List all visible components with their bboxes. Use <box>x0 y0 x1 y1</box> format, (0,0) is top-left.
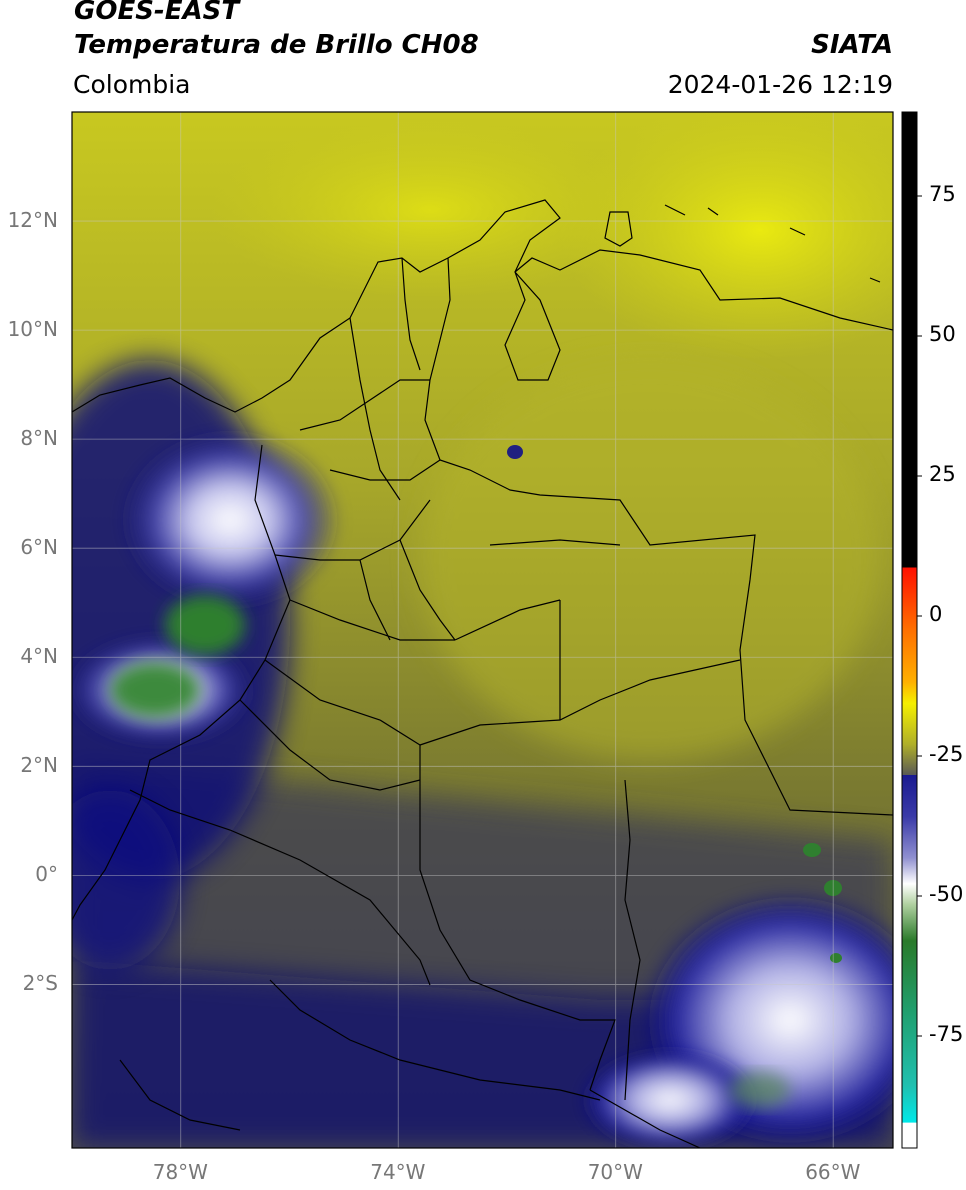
lat-tick-label: 4°N <box>20 644 58 669</box>
brightness-temperature-field <box>72 112 893 1148</box>
lat-tick-label: 2°S <box>22 971 58 996</box>
lon-tick-label: 74°W <box>370 1160 426 1184</box>
coastlines-borders <box>72 199 893 1148</box>
colorbar-tick-label: 0 <box>929 602 943 626</box>
lat-tick-label: 6°N <box>20 535 58 560</box>
brand-label: SIATA <box>811 30 893 60</box>
colorbar-tick-label: -25 <box>929 742 964 766</box>
lon-tick-label: 78°W <box>152 1160 208 1184</box>
lat-tick-label: 2°N <box>20 753 58 778</box>
product-title: Temperatura de Brillo CH08 <box>74 30 479 60</box>
lon-tick-label: 66°W <box>805 1160 861 1184</box>
colorbar-tick-label: -75 <box>929 1022 964 1046</box>
colorbar <box>902 112 917 1148</box>
colorbar-tick-label: -50 <box>929 882 964 906</box>
lat-tick-label: 12°N <box>7 208 58 233</box>
datetime-label: 2024-01-26 12:19 <box>667 70 893 99</box>
lat-tick-label: 8°N <box>20 426 58 451</box>
lon-tick-label: 70°W <box>587 1160 643 1184</box>
colorbar-tick-label: 50 <box>929 322 956 346</box>
colorbar-tick-label: 25 <box>929 462 956 486</box>
lat-tick-label: 10°N <box>7 317 58 342</box>
lat-tick-label: 0° <box>35 862 58 887</box>
colorbar-frame <box>901 111 918 1149</box>
map-frame <box>71 111 894 1149</box>
gridlines <box>72 112 893 1148</box>
satellite-title: GOES-EAST <box>74 0 240 26</box>
colorbar-tick-label: 75 <box>929 182 956 206</box>
region-label: Colombia <box>73 70 191 99</box>
